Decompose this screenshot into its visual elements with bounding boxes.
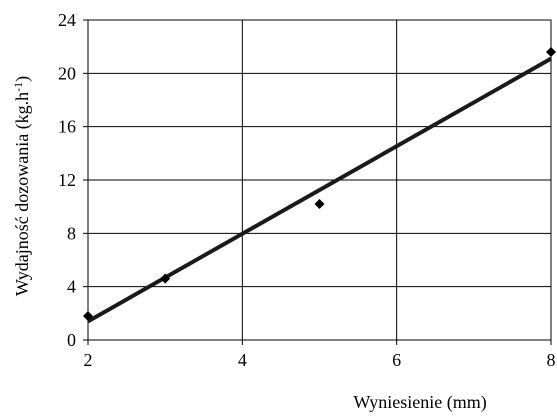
x-tick-label: 2 xyxy=(84,350,93,370)
data-points xyxy=(83,47,556,321)
y-tick-labels: 0 4 8 12 16 20 24 xyxy=(58,10,76,350)
data-point xyxy=(83,311,93,321)
trendline xyxy=(87,56,552,324)
y-tick-label: 16 xyxy=(58,117,76,137)
y-axis-title-close: ) xyxy=(12,76,33,82)
x-tick-label: 4 xyxy=(238,350,247,370)
x-axis-title: Wyniesienie (mm) xyxy=(353,392,486,413)
grid xyxy=(83,19,552,345)
y-tick-label: 4 xyxy=(67,277,76,297)
y-tick-label: 8 xyxy=(67,223,76,243)
y-axis-title-main: Wydajność dozowania (kg.h xyxy=(12,92,33,296)
trendline-group xyxy=(87,56,552,324)
data-point xyxy=(546,47,556,57)
data-point xyxy=(160,273,171,284)
x-tick-label: 6 xyxy=(392,350,401,370)
x-tick-label: 8 xyxy=(547,350,556,370)
y-tick-label: 0 xyxy=(67,330,76,350)
x-tick-labels: 2 4 6 8 xyxy=(84,350,556,370)
y-tick-label: 12 xyxy=(58,170,76,190)
y-axis-title: Wydajność dozowania (kg.h-1) xyxy=(11,76,33,296)
y-tick-label: 20 xyxy=(58,63,76,83)
y-axis-title-sup: -1 xyxy=(11,82,25,92)
y-tick-label: 24 xyxy=(58,10,76,30)
data-point xyxy=(314,199,325,209)
